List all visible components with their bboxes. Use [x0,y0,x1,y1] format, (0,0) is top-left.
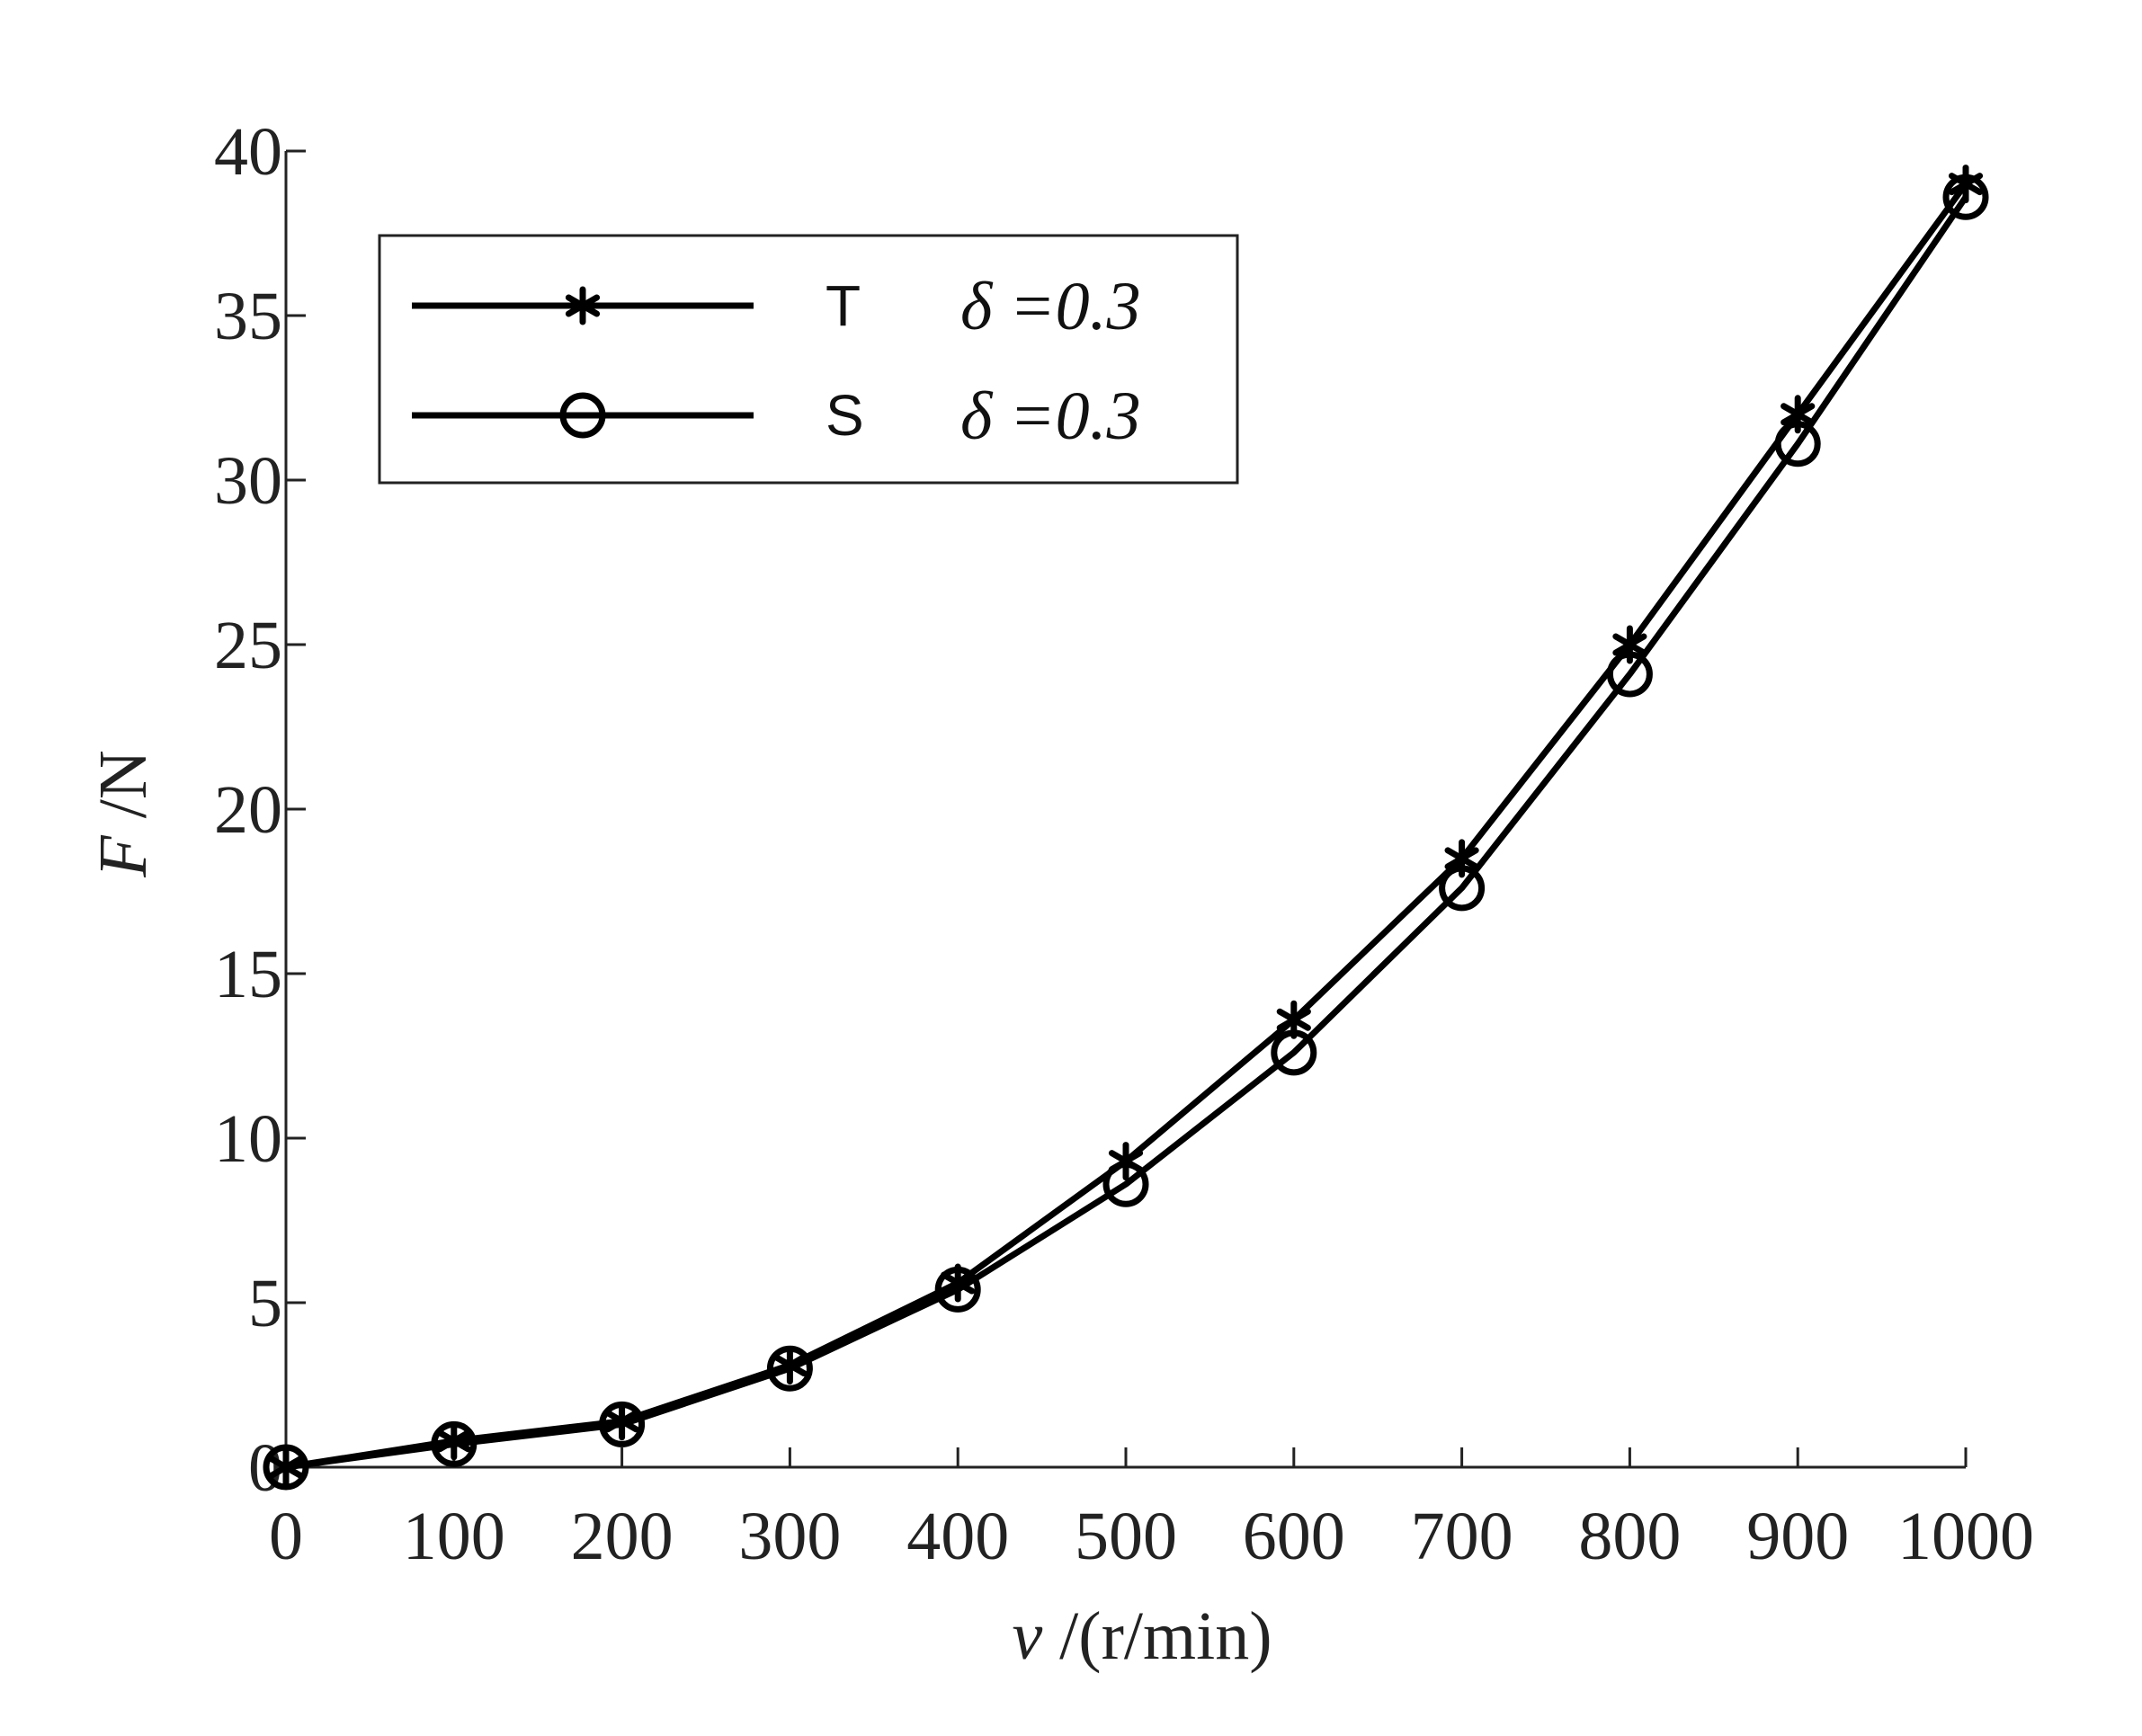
x-tick-label: 1000 [1897,1499,2034,1574]
y-tick-label: 35 [214,279,282,354]
x-tick-label: 100 [403,1499,505,1574]
legend-symbol-s [559,392,606,439]
y-axis-label: F /N [85,750,161,877]
x-tick-label: 200 [571,1499,674,1574]
data-point-s [1606,651,1653,698]
data-point-s [431,1420,477,1467]
x-tick-label: 400 [906,1499,1009,1574]
data-point-s [1271,1029,1317,1076]
x-tick-label: 300 [738,1499,841,1574]
y-tick-label: 15 [214,937,282,1012]
x-tick-label: 900 [1746,1499,1849,1574]
legend-symbol-t-stroke [565,294,601,317]
legend-symbol-t [565,286,601,325]
legend-marker-t [565,286,601,325]
x-tick-label: 500 [1075,1499,1177,1574]
data-point-s [263,1444,309,1491]
legend-param-t: δ =0.3 [960,269,1141,344]
data-point-s [1942,174,1989,220]
x-tick-label: 800 [1578,1499,1681,1574]
data-point-s [934,1266,981,1313]
legend-param-s: δ =0.3 [960,378,1141,454]
legend: T δ =0.3 S δ =0.3 [378,234,1239,485]
series-line-s [285,195,1968,1471]
data-point-t-stroke [941,1271,976,1295]
data-point-t-stroke [1781,403,1816,426]
data-point-t-stroke [1612,633,1647,656]
series-s [263,174,1989,1491]
legend-name-t: T [826,273,861,338]
x-tick-label: 700 [1411,1499,1513,1574]
data-point-t-stroke [1444,847,1479,870]
data-point-s [1102,1161,1149,1207]
y-tick-label: 25 [214,608,282,683]
x-axis-label: v /(r/min) [1012,1598,1272,1674]
legend-entry-t: T δ =0.3 [412,269,1141,344]
data-point-s [1774,421,1821,467]
legend-entry-s: S δ =0.3 [412,378,1141,454]
series-layer [263,165,1989,1491]
data-point-t-stroke [1276,1008,1311,1031]
y-tick-label: 5 [248,1266,282,1341]
y-tick-label: 30 [214,443,282,519]
data-point-s [599,1401,646,1447]
x-tick-label: 600 [1243,1499,1345,1574]
legend-name-s: S [826,383,864,448]
y-tick-label: 20 [214,772,282,848]
legend-box [378,234,1239,485]
data-point-s [766,1345,813,1392]
x-tick-label: 0 [269,1499,303,1574]
y-tick-label: 40 [214,114,282,190]
y-tick-label: 10 [214,1101,282,1177]
legend-marker-s [559,392,606,439]
data-point-s [1439,865,1486,912]
